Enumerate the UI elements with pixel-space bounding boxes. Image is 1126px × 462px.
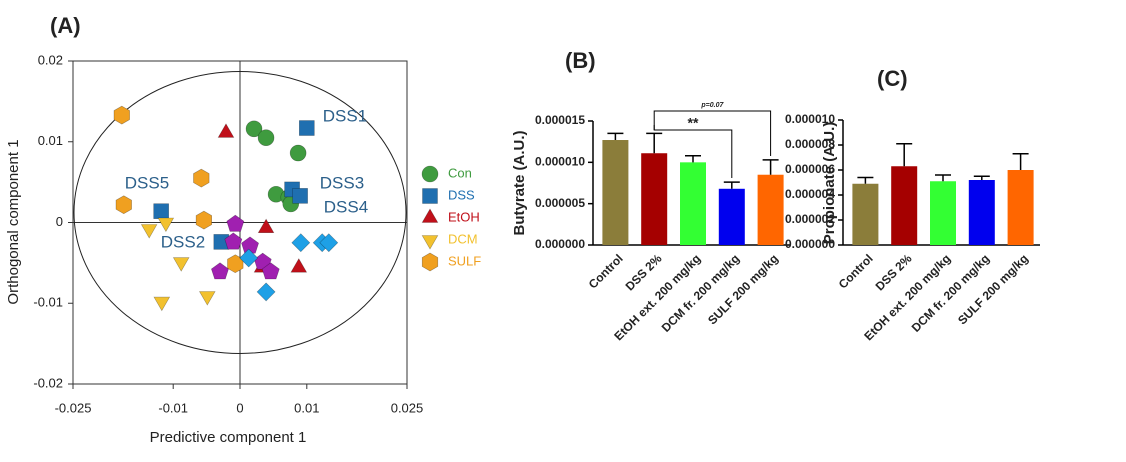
y-axis-label: Butyrate (A.U.) <box>511 130 528 235</box>
panel-title: (C) <box>877 66 908 91</box>
x-tick-label: SULF 200 mg/kg <box>705 251 781 327</box>
error-bar <box>935 174 951 182</box>
point <box>226 214 245 232</box>
bar <box>680 162 706 245</box>
point <box>257 129 275 147</box>
x-tick-label: 0.01 <box>294 400 319 415</box>
legend-marker <box>421 252 439 272</box>
legend-marker <box>422 188 438 204</box>
point <box>256 282 276 302</box>
annotation: DSS5 <box>125 173 169 192</box>
error-bar <box>607 132 624 141</box>
x-tick-label: SULF 200 mg/kg <box>955 251 1031 327</box>
legend-label: EtOH <box>448 209 480 224</box>
significance-bracket <box>653 110 772 156</box>
y-tick-label: 0.000000 <box>785 237 835 251</box>
error-bar <box>896 143 913 167</box>
annotation: p=0.07 <box>700 102 724 109</box>
bar <box>852 183 879 245</box>
point <box>245 120 263 138</box>
annotation: DSS3 <box>320 173 364 192</box>
point <box>227 254 244 274</box>
y-tick-label: 0.000008 <box>785 137 835 151</box>
y-tick-label: 0.000006 <box>785 162 835 176</box>
point <box>211 262 229 280</box>
point <box>153 203 169 219</box>
annotation: DSS4 <box>324 197 368 216</box>
point <box>198 291 216 306</box>
point <box>193 168 210 188</box>
point <box>224 232 243 250</box>
y-axis-label: Propionate (A.U.) <box>821 122 838 245</box>
error-bar <box>762 159 779 175</box>
point <box>292 188 308 204</box>
error-bar <box>1012 153 1029 170</box>
legend-label: Con <box>448 165 472 180</box>
point <box>217 123 235 138</box>
point <box>289 144 307 162</box>
point <box>157 217 175 233</box>
point <box>115 195 132 215</box>
y-tick-label: 0.000015 <box>535 113 585 127</box>
y-tick-label: 0.000010 <box>535 155 585 169</box>
annotation: ** <box>688 115 699 131</box>
x-tick-label: -0.01 <box>158 400 188 415</box>
point <box>140 224 158 239</box>
y-tick-label: 0.000010 <box>785 112 835 126</box>
bar <box>891 166 918 245</box>
x-axis-label: Predictive component 1 <box>150 429 307 446</box>
legend-label: DCM <box>448 231 478 246</box>
y-axis-label: Orthogonal component 1 <box>5 139 22 304</box>
point <box>298 120 315 136</box>
point <box>113 105 130 125</box>
point <box>257 218 275 233</box>
error-bar <box>646 132 663 154</box>
y-tick-label: 0.000005 <box>535 196 585 210</box>
point <box>291 233 311 253</box>
error-bar <box>973 175 990 180</box>
legend-label: SULF <box>448 253 481 268</box>
panel-title: (B) <box>565 48 596 73</box>
bar <box>1007 170 1034 245</box>
point <box>319 233 339 253</box>
x-tick-label: Control <box>836 251 876 291</box>
annotation: DSS1 <box>323 106 367 125</box>
y-tick-label: 0.000000 <box>535 237 585 251</box>
error-bar <box>685 154 701 163</box>
bar <box>930 181 956 245</box>
bar <box>602 140 629 245</box>
y-tick-label: -0.01 <box>33 295 63 310</box>
legend-label: DSS <box>448 187 475 202</box>
legend-marker <box>421 165 439 183</box>
x-tick-label: 0.025 <box>391 400 424 415</box>
bar <box>641 153 668 245</box>
legend-marker <box>421 235 439 250</box>
y-tick-label: 0 <box>56 214 63 229</box>
point <box>239 248 259 268</box>
y-tick-label: -0.02 <box>33 375 63 390</box>
confidence-ellipse <box>73 71 407 354</box>
x-tick-label: 0 <box>236 400 243 415</box>
y-tick-label: 0.000002 <box>785 212 835 226</box>
bar <box>757 174 784 245</box>
y-tick-label: 0.02 <box>38 52 63 67</box>
x-tick-label: Control <box>586 251 626 291</box>
point <box>261 262 280 280</box>
annotation: DSS2 <box>161 232 205 251</box>
y-tick-label: 0.000004 <box>785 187 835 201</box>
y-tick-label: 0.01 <box>38 133 63 148</box>
bar <box>968 180 995 245</box>
legend-marker <box>421 208 439 223</box>
point <box>153 296 171 312</box>
error-bar <box>723 181 740 189</box>
point <box>290 258 308 273</box>
point <box>172 257 190 272</box>
point <box>195 210 212 230</box>
error-bar <box>857 176 874 184</box>
bar <box>718 188 745 245</box>
x-tick-label: -0.025 <box>55 400 92 415</box>
panel-title: (A) <box>50 13 81 38</box>
